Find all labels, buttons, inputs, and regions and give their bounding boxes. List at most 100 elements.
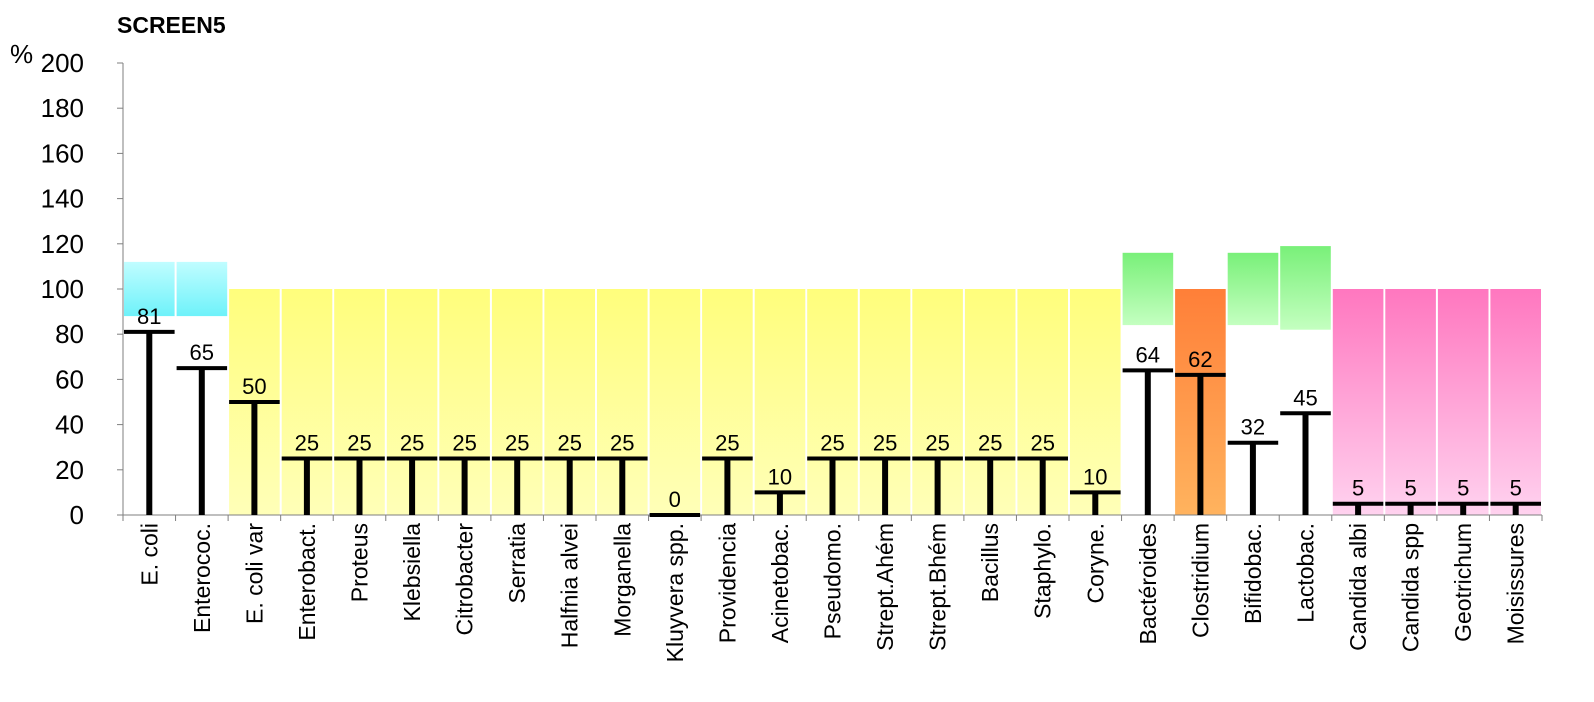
range-box-11 (649, 289, 701, 515)
range-box-24 (1332, 289, 1384, 515)
value-marker-7 (439, 456, 490, 515)
category-label-27: Moisissures (1503, 523, 1529, 644)
value-marker-27 (1490, 501, 1541, 515)
y-tick-label: 20 (55, 455, 84, 485)
category-label-17: Bacillus (977, 523, 1003, 602)
value-marker-2 (176, 366, 228, 515)
value-label-23: 45 (1293, 385, 1317, 410)
range-box-1 (124, 261, 175, 317)
value-marker-22 (1227, 440, 1279, 515)
value-label-8: 25 (505, 431, 529, 456)
value-label-17: 25 (978, 431, 1002, 456)
chart-title: SCREEN5 (117, 12, 226, 38)
category-label-24: Candida albi (1345, 523, 1371, 651)
value-label-16: 25 (925, 431, 949, 456)
y-tick-label: 120 (41, 229, 84, 259)
category-label-26: Geotrichum (1450, 523, 1476, 642)
value-label-22: 32 (1241, 415, 1265, 440)
y-tick-label: 100 (41, 274, 84, 304)
value-label-18: 25 (1030, 431, 1054, 456)
value-marker-15 (859, 456, 911, 515)
category-label-2: Enterococ. (189, 523, 215, 633)
category-label-6: Klebsiella (399, 523, 425, 622)
value-marker-26 (1437, 501, 1489, 515)
y-tick-label: 180 (41, 93, 84, 123)
y-tick-label: 200 (41, 48, 84, 78)
category-label-21: Clostridium (1187, 523, 1213, 638)
category-label-22: Bifidobac. (1240, 523, 1266, 624)
category-label-20: Bactéroides (1135, 523, 1161, 644)
category-label-23: Lactobac. (1293, 523, 1319, 623)
value-marker-24 (1332, 501, 1384, 515)
value-marker-5 (334, 456, 385, 515)
value-marker-18 (1017, 456, 1068, 515)
value-marker-25 (1385, 501, 1436, 515)
range-box-23 (1280, 246, 1331, 330)
value-label-13: 10 (768, 464, 792, 489)
category-label-14: Pseudomo. (820, 523, 846, 639)
range-box-27 (1490, 289, 1541, 515)
value-label-24: 5 (1352, 476, 1364, 501)
category-label-3: E. coli var (241, 523, 267, 624)
value-label-10: 25 (610, 431, 634, 456)
y-tick-label: 0 (70, 500, 84, 530)
value-label-7: 25 (452, 431, 476, 456)
value-label-3: 50 (242, 374, 266, 399)
value-label-11: 0 (669, 487, 681, 512)
value-label-26: 5 (1457, 476, 1469, 501)
range-box-2 (176, 261, 228, 317)
y-tick-label: 140 (41, 184, 84, 214)
range-box-22 (1227, 252, 1279, 326)
range-box-26 (1437, 289, 1489, 515)
category-label-18: Staphylo. (1030, 523, 1056, 619)
value-markers (124, 329, 1541, 517)
value-label-21: 62 (1188, 347, 1212, 372)
value-marker-20 (1122, 368, 1174, 515)
category-label-8: Serratia (504, 523, 530, 604)
value-label-4: 25 (295, 431, 319, 456)
category-label-11: Kluyvera spp. (662, 523, 688, 662)
category-label-19: Coryne. (1082, 523, 1108, 604)
value-marker-8 (491, 456, 543, 515)
range-box-20 (1122, 252, 1174, 326)
category-label-12: Providencia (714, 523, 740, 643)
range-box-13 (754, 289, 806, 515)
value-marker-12 (702, 456, 753, 515)
value-label-27: 5 (1510, 476, 1522, 501)
y-tick-label: 60 (55, 364, 84, 394)
category-label-1: E. coli (136, 523, 162, 586)
value-label-2: 65 (190, 340, 214, 365)
value-marker-9 (544, 456, 595, 515)
value-label-5: 25 (347, 431, 371, 456)
y-tick-label: 160 (41, 138, 84, 168)
range-box-19 (1070, 289, 1121, 515)
value-marker-23 (1280, 411, 1331, 515)
value-marker-10 (597, 456, 648, 515)
value-marker-21 (1175, 372, 1226, 515)
category-label-15: Strept.Ahém (872, 523, 898, 651)
value-label-19: 10 (1083, 464, 1107, 489)
value-marker-19 (1070, 490, 1121, 515)
value-marker-6 (386, 456, 438, 515)
value-label-12: 25 (715, 431, 739, 456)
value-marker-14 (807, 456, 858, 515)
value-marker-13 (754, 490, 806, 515)
category-label-16: Strept.Bhém (925, 523, 951, 651)
category-label-13: Acinetobac. (767, 523, 793, 643)
category-label-7: Citrobacter (452, 523, 478, 636)
value-label-25: 5 (1404, 476, 1416, 501)
value-label-15: 25 (873, 431, 897, 456)
value-marker-1 (124, 329, 175, 515)
y-tick-label: 40 (55, 410, 84, 440)
range-box-25 (1385, 289, 1436, 515)
y-axis-unit: % (10, 39, 33, 69)
y-tick-label: 80 (55, 319, 84, 349)
value-marker-16 (912, 456, 963, 515)
category-label-5: Proteus (347, 523, 373, 602)
category-label-25: Candida spp (1398, 523, 1424, 652)
value-marker-17 (964, 456, 1016, 515)
category-label-10: Morganella (609, 523, 635, 637)
value-marker-3 (229, 400, 280, 515)
